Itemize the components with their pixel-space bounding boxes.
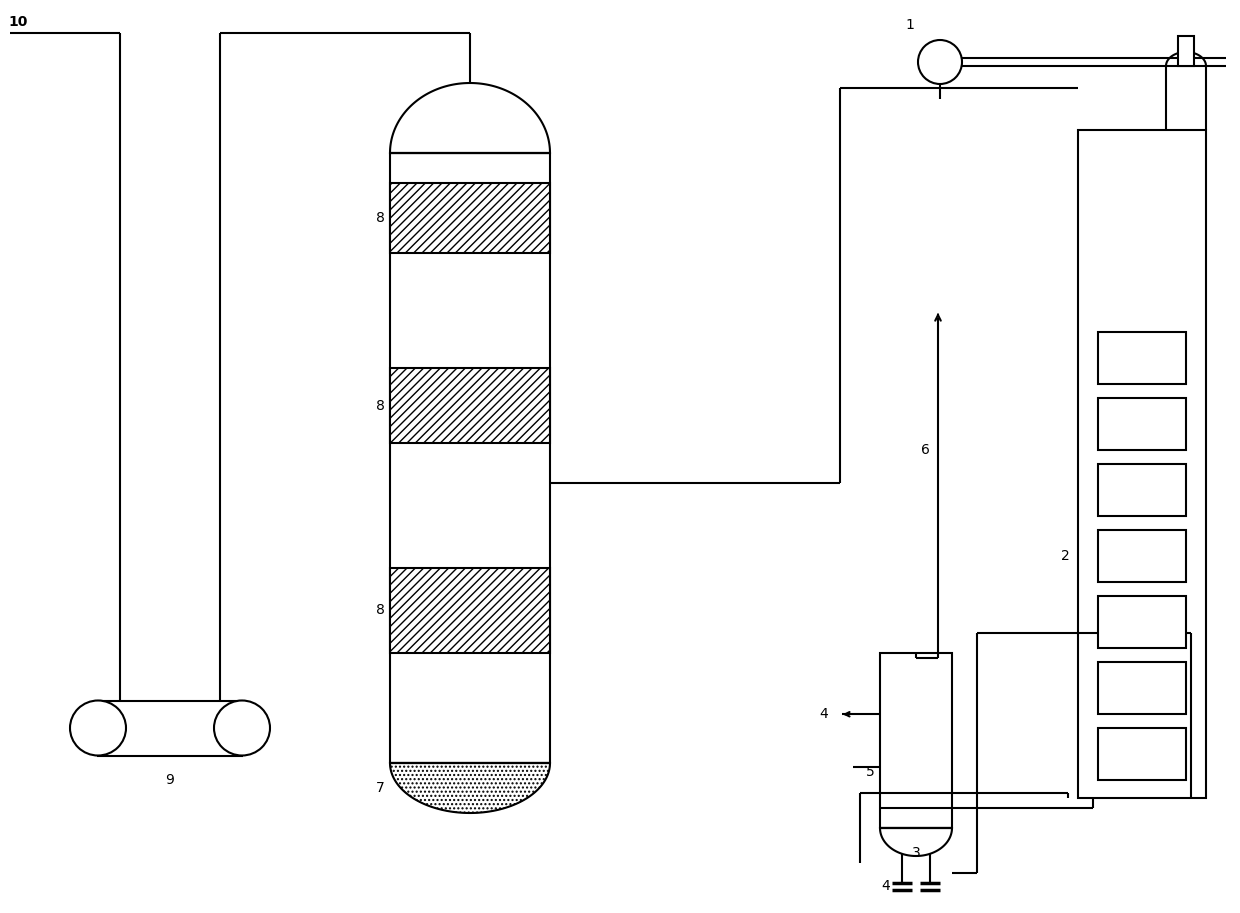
Bar (1097, 596, 1185, 648)
Bar (391, 568, 551, 653)
Text: 2: 2 (1061, 549, 1070, 563)
Polygon shape (880, 828, 952, 856)
Bar (1078, 130, 1207, 798)
Bar (391, 368, 551, 443)
Ellipse shape (215, 700, 270, 755)
Bar (1097, 464, 1185, 516)
Ellipse shape (69, 700, 126, 755)
Bar (1097, 398, 1185, 450)
Circle shape (918, 40, 962, 84)
Text: 4: 4 (880, 879, 889, 893)
Text: 8: 8 (376, 211, 384, 225)
Bar (1097, 332, 1185, 384)
Text: 7: 7 (376, 781, 384, 795)
Text: 3: 3 (911, 846, 920, 860)
Bar (1178, 36, 1194, 66)
Bar (98, 700, 242, 755)
Bar (880, 653, 952, 828)
Text: 5: 5 (867, 765, 875, 779)
Text: 8: 8 (376, 603, 384, 617)
Text: 8: 8 (376, 398, 384, 413)
Bar (391, 183, 551, 253)
Text: 10: 10 (7, 15, 27, 29)
Polygon shape (391, 83, 551, 153)
Text: 1: 1 (905, 18, 914, 32)
Polygon shape (391, 763, 551, 813)
Text: 9: 9 (166, 773, 175, 788)
Text: 6: 6 (921, 443, 930, 456)
Bar (391, 153, 551, 763)
Bar (1097, 728, 1185, 780)
Bar (1097, 662, 1185, 714)
Bar (1097, 530, 1185, 582)
Text: 4: 4 (820, 708, 828, 721)
